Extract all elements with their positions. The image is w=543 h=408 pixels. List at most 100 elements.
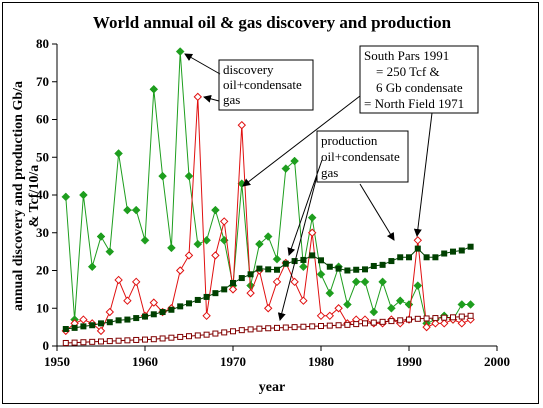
data-point: [71, 339, 78, 346]
data-point: [142, 336, 148, 343]
series-layer: [61, 47, 475, 346]
data-point: [193, 92, 203, 102]
data-point: [149, 298, 159, 307]
data-point: [123, 205, 132, 215]
data-point: [387, 303, 396, 313]
data-point: [395, 296, 405, 306]
data-point: [142, 313, 148, 320]
y-axis-label-line1: annual discovery and production Gb/a: [11, 81, 26, 311]
data-point: [388, 258, 395, 265]
data-point: [238, 275, 245, 282]
axes: 0 10 20 30 40 50 60 70 80 1950 1960 1970 1980 1990 200…: [36, 36, 510, 369]
data-point: [423, 254, 430, 261]
data-point: [167, 243, 176, 253]
annotation-south-pars-line2: = 250 Tcf &: [376, 64, 440, 79]
data-point: [378, 277, 387, 287]
data-point: [404, 300, 414, 309]
data-point: [353, 321, 360, 328]
data-point: [290, 277, 299, 287]
y-tick-label: 60: [36, 112, 49, 127]
data-point: [467, 312, 474, 319]
data-point: [255, 239, 264, 249]
data-point: [397, 317, 404, 324]
data-point: [177, 303, 184, 310]
data-point: [194, 332, 201, 339]
data-point: [186, 333, 192, 340]
data-point: [230, 279, 236, 286]
data-point: [300, 323, 307, 330]
data-point: [96, 326, 106, 336]
data-point: [98, 320, 104, 327]
data-point: [79, 315, 88, 324]
data-point: [133, 336, 140, 343]
x-axis-label: year: [259, 380, 285, 395]
chart-title: World annual oil & gas discovery and pro…: [93, 13, 452, 32]
data-point: [291, 258, 298, 265]
data-point: [457, 319, 467, 328]
data-point: [362, 320, 368, 327]
arrow-production-oil-line: [359, 183, 395, 241]
data-point: [290, 156, 299, 166]
data-point: [212, 290, 219, 297]
y-tick-label: 40: [36, 187, 49, 202]
arrow-south-pars: [413, 112, 433, 237]
annotation-south-pars-line4: = North Field 1971: [364, 96, 464, 111]
data-point: [71, 324, 78, 331]
data-point: [89, 338, 96, 345]
data-point: [467, 243, 474, 250]
annotation-discovery-line3: gas: [223, 92, 240, 107]
data-point: [316, 311, 326, 321]
y-tick-label: 70: [36, 74, 49, 89]
data-point: [388, 318, 395, 325]
data-point: [203, 293, 210, 300]
data-point: [247, 326, 254, 333]
annotation-production: production oil+condensate gas: [316, 130, 409, 183]
data-point: [344, 267, 351, 274]
y-axis-label-line2: & Tcf/10/a: [27, 165, 42, 228]
annotation-south-pars-line3: 6 Gb condensate: [376, 80, 463, 95]
data-point: [159, 335, 166, 342]
data-point: [406, 254, 412, 261]
data-point: [106, 319, 113, 326]
data-point: [193, 239, 203, 249]
data-point: [318, 257, 324, 264]
data-point: [115, 317, 122, 324]
data-point: [115, 337, 122, 344]
data-point: [89, 322, 96, 329]
data-point: [406, 316, 412, 323]
data-point: [124, 337, 131, 344]
data-point: [334, 304, 343, 313]
data-point: [105, 247, 115, 256]
data-point: [299, 262, 308, 272]
data-point: [221, 286, 228, 293]
data-point: [272, 254, 282, 264]
data-point: [80, 323, 87, 330]
data-point: [379, 318, 386, 325]
data-point: [202, 311, 211, 321]
data-point: [230, 328, 236, 335]
data-point: [80, 339, 87, 346]
data-point: [369, 307, 379, 317]
data-point: [168, 306, 175, 313]
arrow-production-oil: [287, 159, 323, 256]
data-point: [423, 315, 430, 322]
series-3: [62, 312, 474, 346]
annotation-south-pars: South Pars 1991 = 250 Tcf & 6 Gb condens…: [359, 45, 479, 114]
data-point: [458, 313, 465, 320]
data-point: [457, 300, 467, 309]
data-point: [123, 296, 132, 305]
data-point: [175, 47, 185, 56]
y-tick-label: 30: [36, 225, 49, 240]
data-point: [413, 281, 423, 290]
data-point: [131, 205, 141, 215]
data-point: [221, 329, 228, 336]
data-point: [282, 324, 289, 331]
data-point: [413, 236, 423, 245]
data-point: [441, 314, 448, 321]
data-point: [177, 333, 184, 340]
data-point: [335, 322, 342, 329]
data-point: [397, 254, 404, 261]
data-point: [256, 265, 263, 272]
arrow-discovery-oil: [184, 53, 221, 75]
x-tick-label: 1990: [396, 354, 422, 369]
